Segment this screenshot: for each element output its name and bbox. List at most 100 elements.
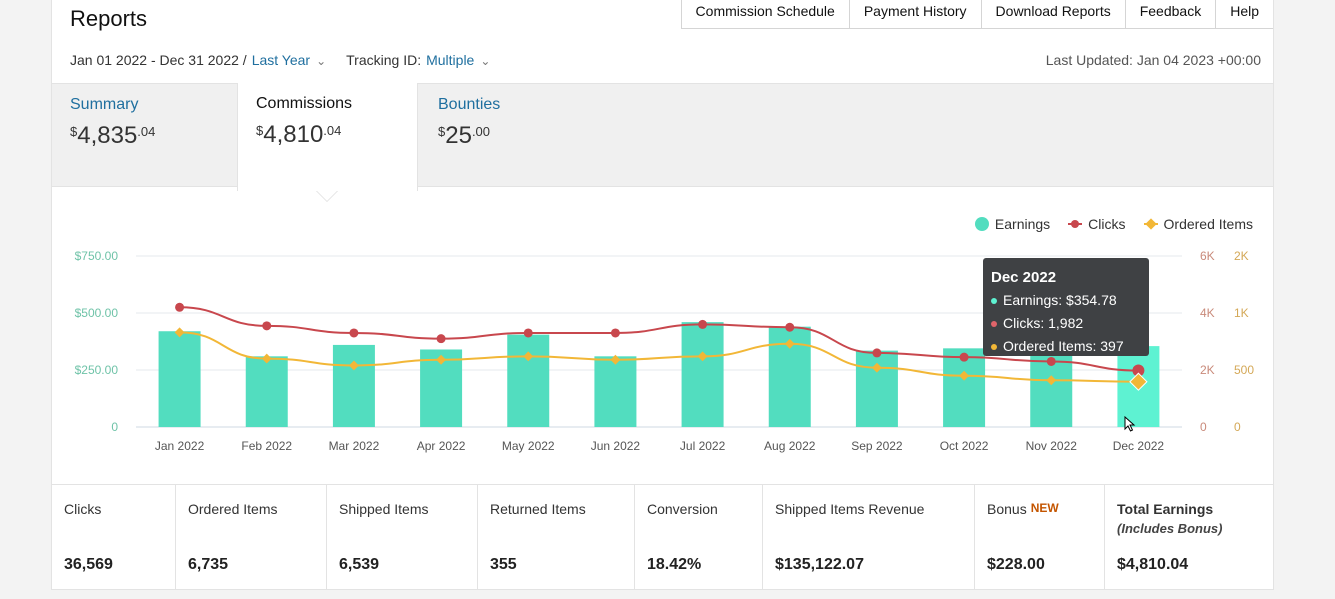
clicks-point <box>959 352 969 362</box>
clicks-point <box>1132 364 1145 377</box>
payment-history-button[interactable]: Payment History <box>850 0 982 28</box>
clicks-point <box>785 322 795 332</box>
date-range-text: Jan 01 2022 - Dec 31 2022 / <box>70 52 247 68</box>
page-title: Reports <box>70 6 148 31</box>
x-axis-tick: Jul 2022 <box>680 439 726 453</box>
earnings-legend-icon <box>974 217 989 231</box>
stat-shipped-items: Shipped Items 6,539 <box>327 485 478 590</box>
commissions-value: $4,810.04 <box>256 121 342 148</box>
summary-value: $4,835.04 <box>70 122 156 149</box>
clicks-point <box>698 319 708 329</box>
ordered-items-point <box>523 351 534 362</box>
ordered-items-point <box>610 354 621 365</box>
earnings-chart: 0 0 0 $250.00 2K 500 $500.00 4K 1K $750.00 6K 2K Jan… <box>75 249 1255 453</box>
right-axis-2-tick: 500 <box>1234 363 1254 377</box>
x-axis-tick: Sep 2022 <box>851 439 903 453</box>
bounties-tab[interactable]: Bounties $25.00 <box>438 96 500 150</box>
clicks-point <box>262 321 272 331</box>
ordered-items-point <box>959 370 970 381</box>
tooltip-clicks-row: Clicks: 1,982 <box>991 312 1141 335</box>
clicks-dot-icon <box>991 320 997 327</box>
left-axis-tick: $500.00 <box>75 306 119 320</box>
reports-card: Reports Commission Schedule Payment Hist… <box>51 0 1274 590</box>
stat-conversion: Conversion 18.42% <box>635 485 763 590</box>
feedback-button[interactable]: Feedback <box>1126 0 1217 28</box>
right-axis-1-tick: 4K <box>1200 306 1215 320</box>
stat-clicks: Clicks 36,569 <box>52 485 176 590</box>
right-axis-2-tick: 1K <box>1234 306 1249 320</box>
legend-earnings[interactable]: Earnings <box>974 216 1050 232</box>
last-updated: Last Updated: Jan 04 2023 +00:00 <box>1045 52 1261 68</box>
ordered-items-point <box>871 362 882 373</box>
left-axis-tick: $750.00 <box>75 249 119 263</box>
earnings-bar <box>507 334 550 427</box>
ordered-items-point <box>784 338 795 349</box>
earnings-bar <box>594 356 637 427</box>
chevron-down-icon[interactable]: ⌄ <box>480 54 491 68</box>
summary-label[interactable]: Summary <box>70 96 139 113</box>
right-axis-2-tick: 0 <box>1234 420 1241 434</box>
summary-strip: Summary $4,835.04 Bounties $25.00 <box>52 83 1273 187</box>
x-axis-tick: Dec 2022 <box>1113 439 1165 453</box>
chart-legend: Earnings Clicks Ordered Items <box>957 216 1253 232</box>
x-axis-tick: Nov 2022 <box>1026 439 1078 453</box>
bounties-label[interactable]: Bounties <box>438 96 501 113</box>
tooltip-ordered-items-row: Ordered Items: 397 <box>991 335 1141 358</box>
ordered-items-legend-icon <box>1143 223 1158 225</box>
chart-area: 0 0 0 $250.00 2K 500 $500.00 4K 1K $750.00 6K 2K Jan… <box>52 196 1273 484</box>
stat-total-earnings: Total Earnings (Includes Bonus) $4,810.0… <box>1117 501 1223 573</box>
earnings-bar <box>158 331 201 427</box>
x-axis-tick: Jan 2022 <box>155 439 205 453</box>
commission-schedule-button[interactable]: Commission Schedule <box>682 0 850 28</box>
tracking-id-label: Tracking ID: <box>346 52 422 68</box>
x-axis-tick: Jun 2022 <box>591 439 641 453</box>
clicks-point <box>436 334 446 344</box>
earnings-bar <box>1030 354 1073 427</box>
earnings-bar <box>681 322 724 427</box>
clicks-point <box>175 302 185 312</box>
earnings-bar <box>332 344 375 427</box>
active-tab-pointer <box>316 190 338 201</box>
earnings-bar <box>855 350 898 427</box>
left-axis-tick: 0 <box>111 420 118 434</box>
right-axis-1-tick: 6K <box>1200 249 1215 263</box>
x-axis-tick: Aug 2022 <box>764 439 816 453</box>
report-filters: Jan 01 2022 - Dec 31 2022 / Last Year ⌄ … <box>70 52 490 68</box>
ordered-items-point <box>436 354 447 365</box>
left-axis-tick: $250.00 <box>75 363 119 377</box>
ordered-items-line <box>179 331 1139 383</box>
bounties-value: $25.00 <box>438 122 491 149</box>
earnings-dot-icon <box>991 297 997 304</box>
new-badge: NEW <box>1030 501 1059 515</box>
clicks-point <box>523 328 533 338</box>
stats-row: Clicks 36,569 Ordered Items 6,735 Shippe… <box>52 484 1273 590</box>
clicks-point <box>1046 356 1056 366</box>
x-axis-tick: May 2022 <box>502 439 555 453</box>
stat-ordered-items: Ordered Items 6,735 <box>176 485 327 590</box>
legend-clicks[interactable]: Clicks <box>1068 216 1126 232</box>
tooltip-title: Dec 2022 <box>991 269 1057 286</box>
right-axis-1-tick: 2K <box>1200 363 1215 377</box>
legend-ordered-items[interactable]: Ordered Items <box>1143 216 1253 232</box>
right-axis-1-tick: 0 <box>1200 420 1207 434</box>
ordered-items-point <box>1129 372 1148 391</box>
date-preset-dropdown[interactable]: Last Year <box>251 52 311 68</box>
x-axis-tick: Feb 2022 <box>241 439 292 453</box>
tracking-id-dropdown[interactable]: Multiple <box>426 52 475 68</box>
clicks-point <box>610 328 620 338</box>
clicks-point <box>349 328 359 338</box>
summary-tab[interactable]: Summary $4,835.04 <box>70 96 155 150</box>
stat-shipped-items-revenue: Shipped Items Revenue $135,122.07 <box>763 485 975 590</box>
help-button[interactable]: Help <box>1230 3 1259 19</box>
chevron-down-icon[interactable]: ⌄ <box>316 54 327 68</box>
commissions-label: Commissions <box>256 95 353 112</box>
ordered-items-dot-icon <box>991 343 997 350</box>
clicks-point <box>872 348 882 358</box>
mouse-pointer-icon <box>1124 416 1136 432</box>
chart-tooltip: Dec 2022 Earnings: $354.78 Clicks: 1,982… <box>983 258 1149 356</box>
clicks-line <box>179 306 1139 372</box>
stat-returned-items: Returned Items 355 <box>478 485 635 590</box>
download-reports-button[interactable]: Download Reports <box>982 0 1126 28</box>
tooltip-earnings-row: Earnings: $354.78 <box>991 289 1141 312</box>
commissions-tab[interactable]: Commissions $4,810.04 <box>237 83 418 191</box>
